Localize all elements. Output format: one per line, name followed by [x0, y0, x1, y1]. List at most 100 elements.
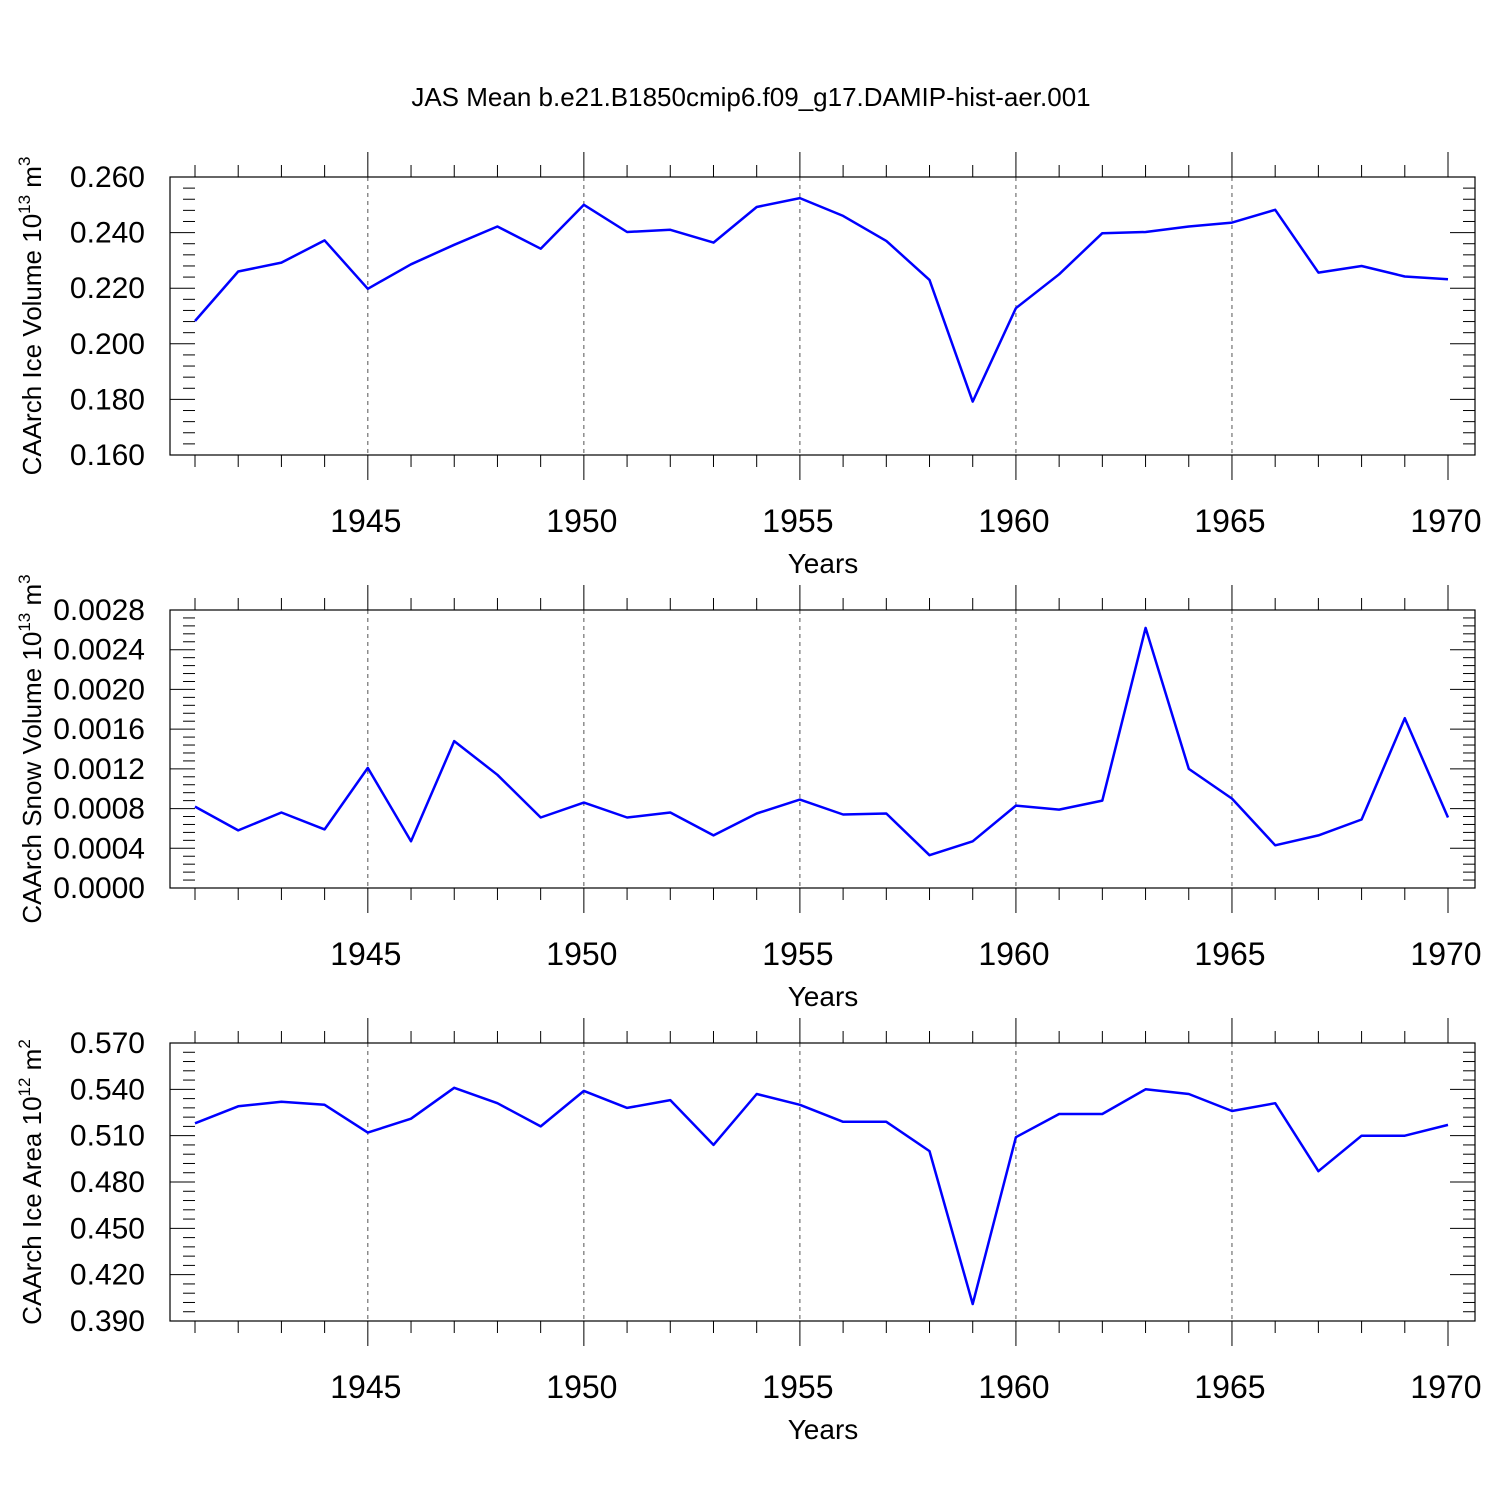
chart-panel-1: 0.160 0.180 0.200 0.220 0.240 0.260 1945 1950 19… — [15, 152, 1482, 579]
y-axis-label-exponent: 13 — [15, 195, 34, 214]
data-point — [1231, 222, 1233, 224]
data-point — [626, 817, 628, 819]
x-tick-label: 1950 — [546, 1369, 617, 1405]
data-point — [1058, 809, 1060, 811]
data-point — [583, 204, 585, 206]
x-tick-label: 1950 — [546, 936, 617, 972]
y-axis-label: CAArch Ice Area 1012 m2 — [15, 1039, 47, 1325]
y-tick-label: 0.0008 — [53, 793, 145, 826]
y-axis-label-exponent: 13 — [15, 613, 34, 632]
data-point — [194, 1122, 196, 1124]
data-point — [540, 1125, 542, 1127]
x-tick-label: 1970 — [1410, 936, 1481, 972]
data-point — [669, 1099, 671, 1101]
x-tick-label: 1955 — [762, 936, 833, 972]
data-point — [453, 244, 455, 246]
data-point — [1058, 273, 1060, 275]
data-point — [1317, 1170, 1319, 1172]
data-point — [929, 854, 931, 856]
data-point — [1015, 805, 1017, 807]
plot-frame — [169, 176, 1476, 456]
data-point — [1361, 818, 1363, 820]
data-point — [410, 840, 412, 842]
y-tick-label: 0.180 — [70, 383, 145, 416]
y-axis-label-unit-exponent: 2 — [15, 1039, 34, 1048]
y-tick-label: 0.0024 — [53, 634, 145, 667]
y-axis-label-unit: m — [17, 166, 47, 195]
data-point — [972, 1303, 974, 1305]
x-tick-label: 1970 — [1410, 503, 1481, 539]
data-point — [1145, 231, 1147, 233]
data-point — [885, 1121, 887, 1123]
y-tick-label: 0.540 — [70, 1073, 145, 1106]
data-point — [453, 1087, 455, 1089]
data-point — [1404, 717, 1406, 719]
data-point — [194, 806, 196, 808]
data-point — [1058, 1113, 1060, 1115]
data-point — [194, 320, 196, 322]
panels: 0.160 0.180 0.200 0.220 0.240 0.260 1945 1950 19… — [15, 152, 1482, 1445]
y-axis-label-text: CAArch Ice Volume 10 — [17, 214, 47, 476]
data-point — [669, 229, 671, 231]
plot-frame — [169, 1042, 1476, 1322]
data-point — [712, 834, 714, 836]
y-axis-label-unit: m — [17, 1049, 47, 1078]
data-point — [367, 1132, 369, 1134]
y-axis-label-unit-exponent: 3 — [15, 574, 34, 583]
y-tick-label: 0.480 — [70, 1166, 145, 1199]
x-axis-label: Years — [788, 548, 859, 579]
y-tick-label: 0.570 — [70, 1027, 145, 1060]
y-tick-label: 0.390 — [70, 1305, 145, 1338]
y-axis-label-unit-exponent: 3 — [15, 157, 34, 166]
data-point — [1274, 844, 1276, 846]
y-tick-label: 0.0016 — [53, 713, 145, 746]
x-tick-label: 1965 — [1194, 503, 1265, 539]
data-point — [972, 401, 974, 403]
data-point — [885, 813, 887, 815]
data-point — [1231, 1110, 1233, 1112]
y-tick-label: 0.200 — [70, 328, 145, 361]
data-point — [1317, 834, 1319, 836]
x-tick-label: 1960 — [978, 1369, 1049, 1405]
chart-panel-2: 0.0000 0.0004 0.0008 0.0012 0.0016 0.0020 0.00… — [15, 574, 1482, 1012]
data-point — [324, 828, 326, 830]
y-tick-label: 0.260 — [70, 161, 145, 194]
data-point — [626, 231, 628, 233]
y-axis-label-exponent: 12 — [15, 1078, 34, 1097]
data-point — [1101, 1113, 1103, 1115]
data-point — [626, 1107, 628, 1109]
series-line — [194, 196, 1449, 403]
data-point — [1447, 1124, 1449, 1126]
data-point — [842, 215, 844, 217]
x-tick-label: 1970 — [1410, 1369, 1481, 1405]
data-point — [1188, 1093, 1190, 1095]
data-point — [1274, 1102, 1276, 1104]
x-tick-label: 1965 — [1194, 1369, 1265, 1405]
data-point — [540, 817, 542, 819]
y-tick-label: 0.0028 — [53, 594, 145, 627]
data-point — [756, 1093, 758, 1095]
data-point — [324, 1104, 326, 1106]
y-tick-label: 0.0000 — [53, 872, 145, 905]
y-tick-label: 0.160 — [70, 439, 145, 472]
data-point — [1188, 768, 1190, 770]
y-tick-label: 0.450 — [70, 1212, 145, 1245]
data-point — [367, 767, 369, 769]
y-tick-label: 0.420 — [70, 1259, 145, 1292]
data-point — [1231, 798, 1233, 800]
data-point — [583, 802, 585, 804]
data-point — [1015, 307, 1017, 309]
x-tick-label: 1955 — [762, 503, 833, 539]
x-tick-label: 1965 — [1194, 936, 1265, 972]
data-point — [1145, 627, 1147, 629]
data-point — [280, 812, 282, 814]
series-line — [194, 1086, 1449, 1306]
data-point — [799, 197, 801, 199]
x-tick-label: 1945 — [330, 936, 401, 972]
data-point — [410, 263, 412, 265]
data-point — [842, 1121, 844, 1123]
plot-frame — [169, 609, 1476, 889]
x-tick-label: 1960 — [978, 503, 1049, 539]
data-point — [237, 271, 239, 273]
data-point — [1404, 1135, 1406, 1137]
